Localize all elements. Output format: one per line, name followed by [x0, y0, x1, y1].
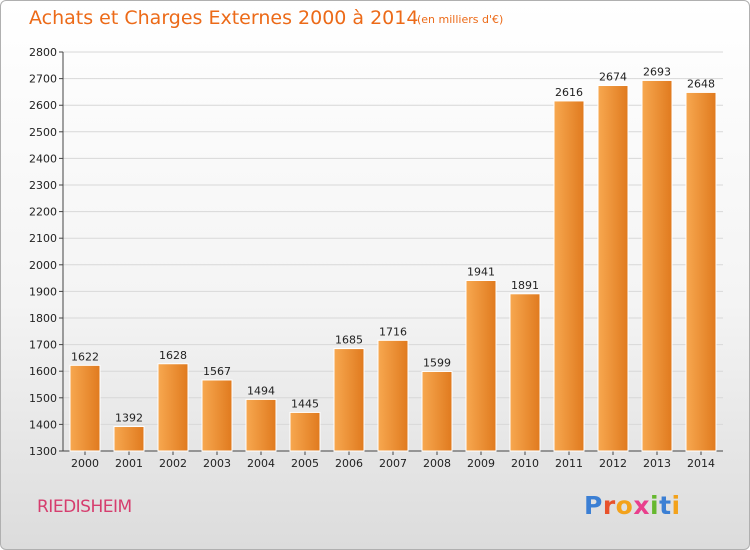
- data-label: 2674: [599, 71, 627, 84]
- y-tick-label: 2400: [29, 152, 57, 165]
- bar: [685, 91, 717, 452]
- y-tick-label: 2500: [29, 126, 57, 139]
- x-tick-label: 2007: [379, 457, 407, 470]
- bar: [597, 85, 629, 452]
- axes: 1300 1400 1500 1600 1700 1800 1900 2000 2100 2200…: [29, 46, 723, 470]
- logo-letter: r: [602, 491, 616, 520]
- data-label: 1494: [247, 384, 275, 397]
- y-tick-label: 1400: [29, 418, 57, 431]
- proxiti-logo[interactable]: Proxiti: [584, 491, 681, 520]
- logo-letter: o: [615, 491, 634, 520]
- data-label: 1685: [335, 334, 363, 347]
- commune-name: RIEDISHEIM: [37, 497, 132, 517]
- x-tick-label: 2010: [511, 457, 539, 470]
- logo-letter: t: [659, 491, 672, 520]
- x-tick-label: 2003: [203, 457, 231, 470]
- y-tick-label: 2200: [29, 206, 57, 219]
- bar: [377, 339, 409, 452]
- x-tick-label: 2006: [335, 457, 363, 470]
- data-label: 1891: [511, 279, 539, 292]
- data-label: 1628: [159, 349, 187, 362]
- x-tick-label: 2005: [291, 457, 319, 470]
- bar: [69, 364, 101, 452]
- y-tick-label: 1500: [29, 392, 57, 405]
- y-tick-label: 1700: [29, 339, 57, 352]
- chart-subtitle: (en milliers d'€): [417, 13, 504, 26]
- logo-letter: P: [584, 491, 603, 520]
- labels: 1622 1392 1628 1567 1494 1445 1685 1716 1599 1941…: [71, 65, 715, 424]
- bar: [201, 379, 233, 452]
- bar: [553, 100, 585, 452]
- data-label: 1392: [115, 412, 143, 425]
- x-tick-label: 2000: [71, 457, 99, 470]
- data-label: 2616: [555, 86, 583, 99]
- x-tick-label: 2013: [643, 457, 671, 470]
- data-label: 1599: [423, 356, 451, 369]
- data-label: 1622: [71, 350, 99, 363]
- logo-letter: i: [671, 491, 681, 520]
- logo-letter: i: [650, 491, 660, 520]
- data-label: 1941: [467, 265, 495, 278]
- bars: [69, 79, 717, 452]
- x-tick-label: 2014: [687, 457, 715, 470]
- x-tick-label: 2008: [423, 457, 451, 470]
- x-tick-label: 2011: [555, 457, 583, 470]
- y-tick-label: 2600: [29, 99, 57, 112]
- x-tick-label: 2012: [599, 457, 627, 470]
- bar: [333, 348, 365, 452]
- x-tick-label: 2004: [247, 457, 275, 470]
- y-tick-label: 1600: [29, 365, 57, 378]
- chart-title: Achats et Charges Externes 2000 à 2014: [29, 7, 419, 29]
- y-tick-label: 2100: [29, 232, 57, 245]
- data-label: 2693: [643, 65, 671, 78]
- bar: [465, 279, 497, 452]
- bar: [113, 426, 145, 452]
- bar: [245, 398, 277, 452]
- bar: [421, 370, 453, 452]
- y-tick-label: 2800: [29, 46, 57, 59]
- bar: [509, 293, 541, 452]
- x-tick-label: 2009: [467, 457, 495, 470]
- y-tick-label: 1800: [29, 312, 57, 325]
- data-label: 2648: [687, 77, 715, 90]
- data-label: 1445: [291, 397, 319, 410]
- y-tick-label: 2300: [29, 179, 57, 192]
- bar: [289, 411, 321, 452]
- y-tick-label: 1300: [29, 445, 57, 458]
- data-label: 1716: [379, 325, 407, 338]
- logo-letter: x: [633, 491, 650, 520]
- y-tick-label: 2700: [29, 73, 57, 86]
- data-label: 1567: [203, 365, 231, 378]
- x-tick-label: 2002: [159, 457, 187, 470]
- bar: [157, 363, 189, 452]
- x-tick-label: 2001: [115, 457, 143, 470]
- y-tick-label: 2000: [29, 259, 57, 272]
- y-tick-label: 1900: [29, 285, 57, 298]
- bar: [641, 79, 673, 452]
